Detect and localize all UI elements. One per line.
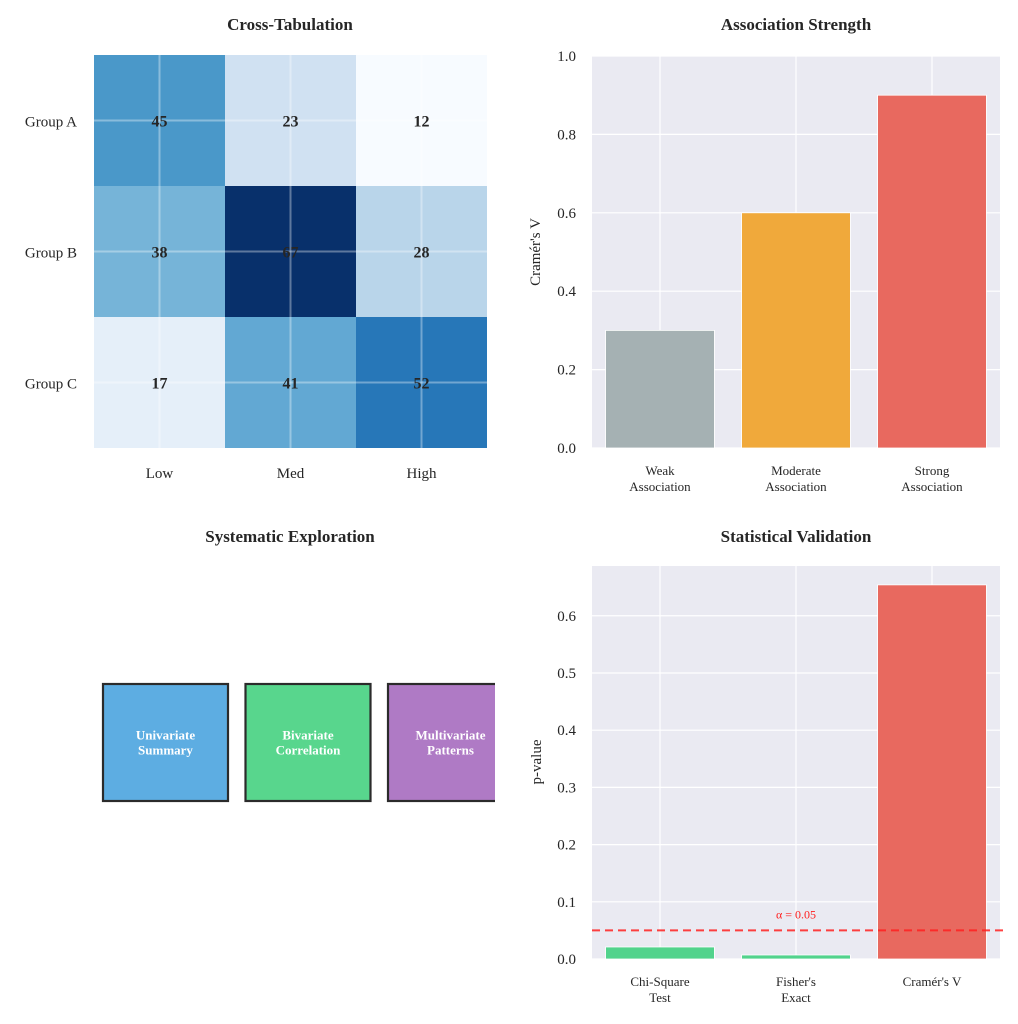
heatmap-cell: [356, 55, 487, 186]
heatmap-cell-value: 38: [152, 245, 168, 262]
bar: [741, 212, 851, 449]
heatmap-cell: [94, 55, 225, 186]
heatmap-cell: [225, 186, 356, 317]
x-tick-label: Cramér's V: [903, 974, 962, 989]
y-tick-label: 0.5: [557, 666, 576, 682]
y-tick-label: 0.2: [557, 838, 576, 854]
heatmap-cell-value: 41: [283, 376, 299, 393]
y-tick-label: 0.6: [557, 206, 576, 222]
heatmap-column-label: Low: [146, 466, 174, 482]
association-title: Association Strength: [721, 15, 872, 34]
heatmap-panel: Cross-Tabulation 45 23 12 38 67 28 17 41 52 Group…: [25, 15, 487, 482]
y-tick-label: 0.0: [557, 952, 576, 968]
heatmap-row-label: Group C: [25, 377, 77, 393]
heatmap-cell: [94, 186, 225, 317]
exploration-step-box: [244, 682, 372, 803]
heatmap-cell-value: 67: [283, 245, 299, 262]
validation-title: Statistical Validation: [721, 527, 872, 546]
heatmap-column-label: Med: [277, 466, 305, 482]
alpha-threshold-label: α = 0.05: [776, 907, 816, 921]
x-tick-label: Strong Association: [901, 463, 963, 494]
exploration-step-label: Bivariate Correlation: [276, 728, 342, 758]
association-ylabel: Cramér's V: [528, 218, 544, 286]
x-tick-label: Weak Association: [629, 463, 691, 494]
y-tick-label: 0.1: [557, 895, 576, 911]
y-tick-label: 0.4: [557, 723, 576, 739]
bar: [605, 946, 715, 960]
heatmap-cell: [356, 317, 487, 448]
heatmap-cell-value: 52: [414, 376, 430, 393]
bar: [877, 94, 987, 449]
heatmap-cell-value: 23: [283, 114, 299, 131]
heatmap-cell: [225, 317, 356, 448]
exploration-step-box: [386, 682, 495, 803]
heatmap-title: Cross-Tabulation: [227, 15, 353, 34]
y-tick-label: 0.4: [557, 284, 576, 300]
heatmap-cell: [356, 186, 487, 317]
y-tick-label: 0.3: [557, 780, 576, 796]
heatmap-cell-value: 12: [414, 114, 430, 131]
bar: [605, 329, 715, 449]
y-tick-label: 0.6: [557, 609, 576, 625]
heatmap-cell: [225, 55, 356, 186]
y-tick-label: 1.0: [557, 49, 576, 65]
exploration-step-label: Univariate Summary: [136, 728, 195, 758]
y-tick-label: 0.8: [557, 127, 576, 143]
bar: [741, 954, 851, 960]
heatmap-cell-value: 45: [152, 114, 168, 131]
heatmap-cell-value: 28: [414, 245, 430, 262]
y-tick-label: 0.2: [557, 363, 576, 379]
validation-ylabel: p-value: [529, 739, 545, 784]
x-tick-label: Chi-Square Test: [630, 974, 689, 1005]
heatmap-row-label: Group A: [25, 115, 77, 131]
statistical-validation-panel: Statistical Validation α = 0.05 0.0 0.1 0.…: [529, 527, 1004, 1005]
heatmap-cell-value: 17: [152, 376, 168, 393]
bar: [877, 584, 987, 960]
exploration-diagram-panel: Systematic Exploration Univariate Summary…: [101, 527, 495, 803]
heatmap-cell: [94, 317, 225, 448]
y-tick-label: 0.0: [557, 441, 576, 457]
x-tick-label: Fisher's Exact: [776, 974, 816, 1005]
heatmap-row-label: Group B: [25, 246, 77, 262]
x-tick-label: Moderate Association: [765, 463, 827, 494]
exploration-step-label: Multivariate Patterns: [415, 728, 485, 758]
association-strength-panel: Association Strength 0.0 0.2 0.4 0.6 0.8 1.0 W…: [528, 15, 1000, 494]
heatmap-column-label: High: [407, 466, 438, 482]
exploration-step-box: [101, 682, 230, 803]
diagram-title: Systematic Exploration: [205, 527, 375, 546]
